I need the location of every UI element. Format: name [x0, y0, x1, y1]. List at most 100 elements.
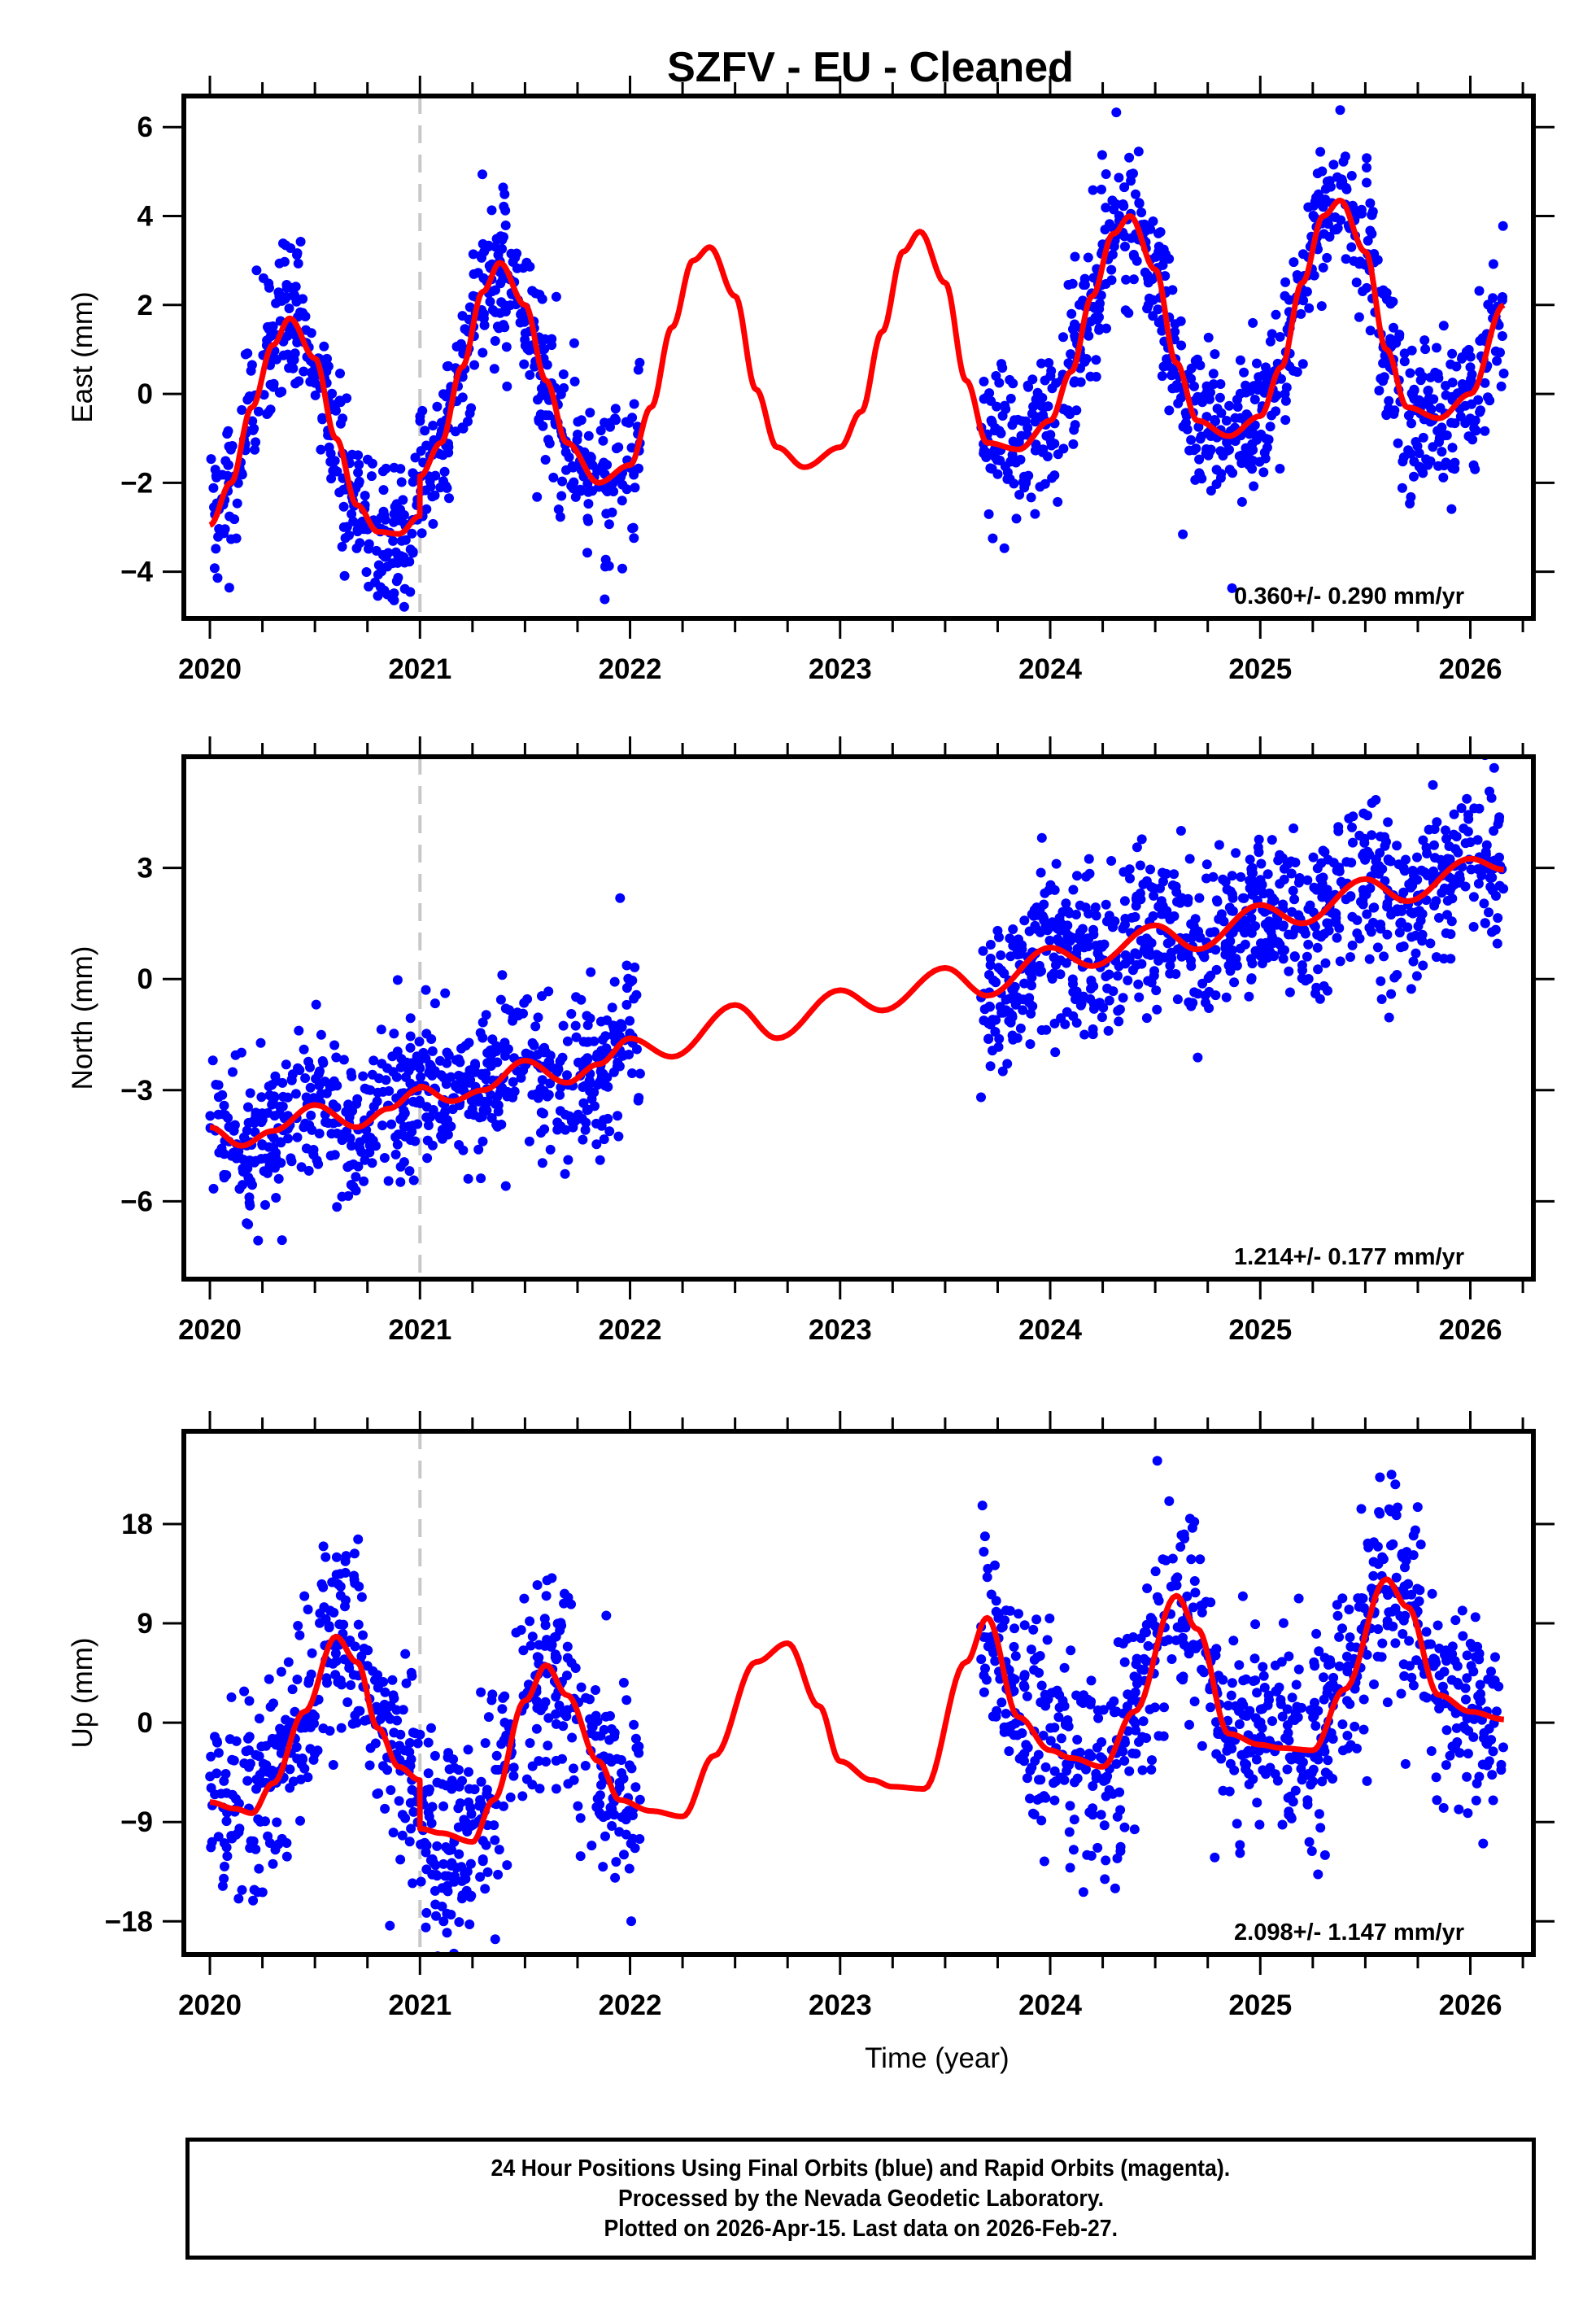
data-point	[469, 1784, 480, 1794]
data-point	[1346, 242, 1357, 252]
data-point	[373, 1788, 384, 1798]
data-point	[1254, 372, 1264, 382]
data-point	[1432, 1795, 1442, 1806]
data-point	[1251, 1754, 1262, 1765]
data-point	[1212, 404, 1223, 414]
data-point	[322, 1678, 332, 1688]
x-tick-label: 2023	[809, 653, 872, 685]
data-point	[1409, 456, 1419, 467]
data-point	[1113, 971, 1123, 981]
data-point	[1180, 408, 1191, 418]
data-point	[1005, 456, 1016, 467]
data-point	[381, 1075, 391, 1085]
data-point	[438, 476, 448, 487]
data-point	[1066, 1645, 1076, 1656]
data-point	[306, 1110, 316, 1120]
data-point	[582, 1055, 593, 1065]
data-point	[1302, 875, 1313, 885]
data-point	[1084, 1749, 1094, 1759]
data-point	[994, 378, 1005, 388]
data-point	[1441, 928, 1451, 938]
data-point	[1134, 199, 1145, 209]
data-point	[1248, 317, 1258, 328]
data-point	[1193, 421, 1204, 432]
data-point	[1189, 1697, 1200, 1706]
data-point	[1072, 1773, 1083, 1784]
data-point	[565, 1111, 574, 1121]
data-point	[517, 1791, 528, 1802]
data-point	[1175, 826, 1186, 836]
data-point	[1043, 401, 1053, 412]
data-point	[1359, 837, 1370, 848]
data-point	[1445, 1750, 1455, 1761]
x-tick-label: 2025	[1228, 1314, 1292, 1346]
chart-title: SZFV - EU - Cleaned	[667, 44, 1074, 91]
data-point	[609, 1810, 620, 1820]
data-point	[1143, 935, 1153, 946]
data-point	[288, 1776, 299, 1787]
data-point	[1125, 873, 1135, 884]
data-point	[1439, 883, 1450, 893]
data-point	[253, 406, 264, 417]
data-point	[1066, 349, 1076, 360]
data-point	[1419, 1691, 1429, 1701]
data-point	[1248, 1774, 1258, 1784]
data-point	[380, 1803, 390, 1814]
data-point	[1401, 1555, 1411, 1566]
data-point	[614, 1782, 625, 1793]
data-point	[1205, 928, 1215, 938]
data-point	[613, 442, 624, 452]
data-point	[1049, 470, 1060, 481]
data-point	[1216, 469, 1227, 479]
data-point	[1092, 1842, 1103, 1853]
data-point	[360, 1715, 370, 1726]
data-point	[1184, 1719, 1194, 1730]
data-point	[592, 1793, 603, 1804]
data-point	[242, 1218, 252, 1229]
data-point	[1423, 871, 1432, 880]
data-point	[1452, 1661, 1463, 1671]
data-point	[522, 994, 533, 1004]
data-point	[1191, 443, 1201, 454]
x-tick-label: 2024	[1018, 1989, 1082, 2021]
data-point	[551, 1755, 561, 1766]
data-point	[1374, 861, 1385, 871]
data-point	[1470, 1612, 1480, 1622]
data-point	[373, 591, 383, 601]
data-point	[627, 1068, 637, 1078]
data-point	[586, 967, 596, 977]
data-point	[1210, 990, 1221, 1001]
data-point	[212, 573, 223, 583]
data-point	[1018, 1005, 1028, 1015]
data-point	[432, 1841, 443, 1851]
data-point	[1492, 854, 1502, 865]
data-point	[551, 291, 561, 302]
data-point	[1239, 367, 1249, 378]
data-point	[1309, 882, 1319, 893]
data-point	[1289, 894, 1300, 905]
data-point	[380, 1687, 390, 1697]
data-point	[1142, 1583, 1153, 1593]
data-point	[205, 1111, 216, 1121]
data-point	[1406, 345, 1417, 356]
data-point	[1441, 457, 1451, 468]
data-point	[1093, 1713, 1104, 1723]
data-point	[573, 1801, 583, 1811]
data-point	[442, 1880, 452, 1891]
data-point	[1313, 1705, 1323, 1716]
data-point	[1032, 387, 1043, 398]
data-point	[1354, 259, 1364, 269]
data-point	[1201, 859, 1212, 870]
data-point	[1092, 1705, 1103, 1715]
data-point	[453, 1765, 464, 1775]
data-point	[395, 1854, 406, 1865]
x-tick-label: 2022	[599, 1314, 662, 1346]
data-point	[1042, 452, 1053, 461]
data-point	[397, 1830, 408, 1841]
data-point	[1383, 1590, 1393, 1601]
data-point	[390, 1149, 401, 1160]
data-point	[393, 1129, 403, 1140]
data-point	[1221, 992, 1232, 1002]
data-point	[1127, 965, 1138, 976]
data-point	[532, 491, 543, 502]
